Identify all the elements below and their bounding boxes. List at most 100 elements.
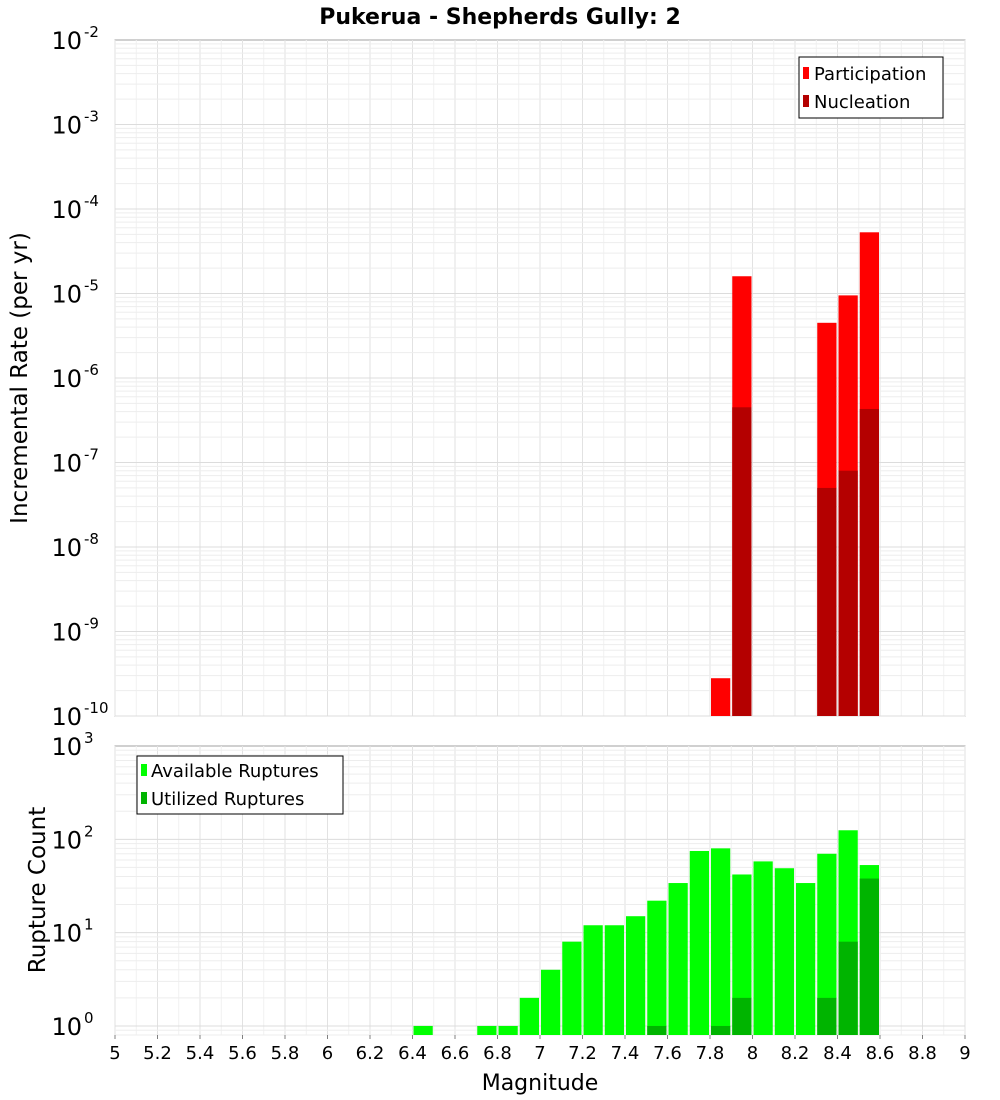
x-tick-label: 9 <box>959 1043 970 1064</box>
rate-y-tick-exponent: -6 <box>84 361 99 379</box>
x-tick-label: 6.8 <box>483 1043 512 1064</box>
x-tick-label: 8.6 <box>866 1043 895 1064</box>
rate-bar-nucleation <box>732 407 752 716</box>
count-bars <box>413 830 879 1035</box>
x-tick-label: 6.2 <box>356 1043 385 1064</box>
rate-y-tick-exponent: -3 <box>84 108 99 126</box>
count-bar-utilized-ruptures <box>711 1025 731 1035</box>
x-tick-label: 6.4 <box>398 1043 427 1064</box>
rate-y-tick-label: 10 <box>51 619 82 647</box>
count-bar-available-ruptures <box>796 883 816 1035</box>
legend-swatch-nucleation <box>803 95 809 107</box>
count-legend-box <box>136 755 344 815</box>
magnitude-x-ticks: 5 5.2 5.4 5.6 5.8 6 6.2 6.4 6.6 6.8 7 7.2 7.4 7.6 7.8 8… <box>109 1035 971 1064</box>
count-y-tick-exponent: 0 <box>84 1009 94 1027</box>
x-axis-label: Magnitude <box>482 1071 599 1096</box>
x-tick-label: 7.2 <box>568 1043 597 1064</box>
count-y-tick-exponent: 3 <box>84 729 94 747</box>
legend-label-utilized: Utilized Ruptures <box>151 789 304 810</box>
rate-bar-participation <box>711 678 731 716</box>
legend-label-available: Available Ruptures <box>151 761 319 782</box>
count-y-tick-label: 10 <box>51 920 82 948</box>
count-bar-available-ruptures <box>753 861 773 1035</box>
rate-y-tick-label: 10 <box>51 450 82 478</box>
count-bar-available-ruptures <box>519 997 539 1035</box>
rate-y-tick-label: 10 <box>51 196 82 224</box>
rate-y-tick-label: 10 <box>51 365 82 393</box>
x-tick-label: 8 <box>747 1043 758 1064</box>
x-tick-label: 7.4 <box>611 1043 640 1064</box>
x-tick-label: 5.6 <box>228 1043 257 1064</box>
count-bar-available-ruptures <box>817 853 837 1035</box>
rate-legend: Participation Nucleation <box>798 56 944 119</box>
x-tick-label: 5 <box>109 1043 120 1064</box>
x-tick-label: 6.6 <box>441 1043 470 1064</box>
x-tick-label: 8.8 <box>908 1043 937 1064</box>
count-bar-available-ruptures <box>626 916 646 1035</box>
rate-y-tick-label: 10 <box>51 27 82 55</box>
count-bar-utilized-ruptures <box>838 941 858 1035</box>
rate-y-tick-exponent: -9 <box>84 615 99 633</box>
legend-label-nucleation: Nucleation <box>814 92 910 113</box>
count-bar-available-ruptures <box>647 900 667 1035</box>
count-bar-available-ruptures <box>732 874 752 1035</box>
count-bar-available-ruptures <box>711 848 731 1035</box>
rate-legend-box <box>798 56 944 119</box>
legend-swatch-utilized <box>141 792 147 804</box>
count-bar-available-ruptures <box>604 925 624 1035</box>
rate-bars <box>711 232 879 716</box>
chart-title: Pukerua - Shepherds Gully: 2 <box>319 5 681 30</box>
rate-y-axis-label: Incremental Rate (per yr) <box>7 232 33 524</box>
x-tick-label: 5.2 <box>143 1043 172 1064</box>
count-bar-utilized-ruptures <box>647 1025 667 1035</box>
rate-y-tick-exponent: -4 <box>84 192 99 210</box>
x-tick-label: 7.8 <box>696 1043 725 1064</box>
count-bar-available-ruptures <box>477 1025 497 1035</box>
count-bar-available-ruptures <box>498 1025 518 1035</box>
rate-bar-nucleation <box>838 470 858 716</box>
count-y-tick-label: 10 <box>51 826 82 854</box>
count-bar-available-ruptures <box>689 850 709 1035</box>
rate-bar-nucleation <box>859 408 879 716</box>
legend-label-participation: Participation <box>814 64 926 85</box>
rate-y-tick-exponent: -5 <box>84 277 99 295</box>
rate-y-tick-label: 10 <box>51 281 82 309</box>
rate-y-tick-exponent: -2 <box>84 23 99 41</box>
count-bar-available-ruptures <box>774 868 794 1035</box>
count-bar-available-ruptures <box>583 925 603 1035</box>
rate-y-tick-label: 10 <box>51 534 82 562</box>
count-y-tick-label: 10 <box>51 1013 82 1041</box>
x-tick-label: 8.2 <box>781 1043 810 1064</box>
rate-y-tick-label: 10 <box>51 112 82 140</box>
rate-y-tick-label: 10 <box>51 703 82 731</box>
x-tick-label: 6 <box>322 1043 333 1064</box>
count-bar-available-ruptures <box>413 1025 433 1035</box>
legend-swatch-available <box>141 764 147 776</box>
legend-swatch-participation <box>803 67 809 79</box>
count-bar-utilized-ruptures <box>859 878 879 1035</box>
count-y-tick-exponent: 1 <box>84 916 94 934</box>
rate-y-tick-exponent: -10 <box>84 699 109 717</box>
count-legend: Available Ruptures Utilized Ruptures <box>136 755 344 815</box>
x-tick-label: 5.4 <box>186 1043 215 1064</box>
count-bar-available-ruptures <box>668 883 688 1035</box>
count-bar-utilized-ruptures <box>732 997 752 1035</box>
count-bar-utilized-ruptures <box>817 997 837 1035</box>
count-y-axis-label: Rupture Count <box>25 807 51 973</box>
count-y-tick-exponent: 2 <box>84 822 94 840</box>
x-tick-label: 8.4 <box>823 1043 852 1064</box>
count-y-tick-label: 10 <box>51 733 82 761</box>
rate-bar-nucleation <box>817 487 837 716</box>
count-bar-available-ruptures <box>541 969 561 1035</box>
x-tick-label: 7 <box>534 1043 545 1064</box>
rate-gridlines <box>114 40 966 717</box>
rate-y-tick-exponent: -7 <box>84 446 99 464</box>
x-tick-label: 7.6 <box>653 1043 682 1064</box>
rate-y-tick-exponent: -8 <box>84 530 99 548</box>
count-gridlines <box>114 746 966 1036</box>
